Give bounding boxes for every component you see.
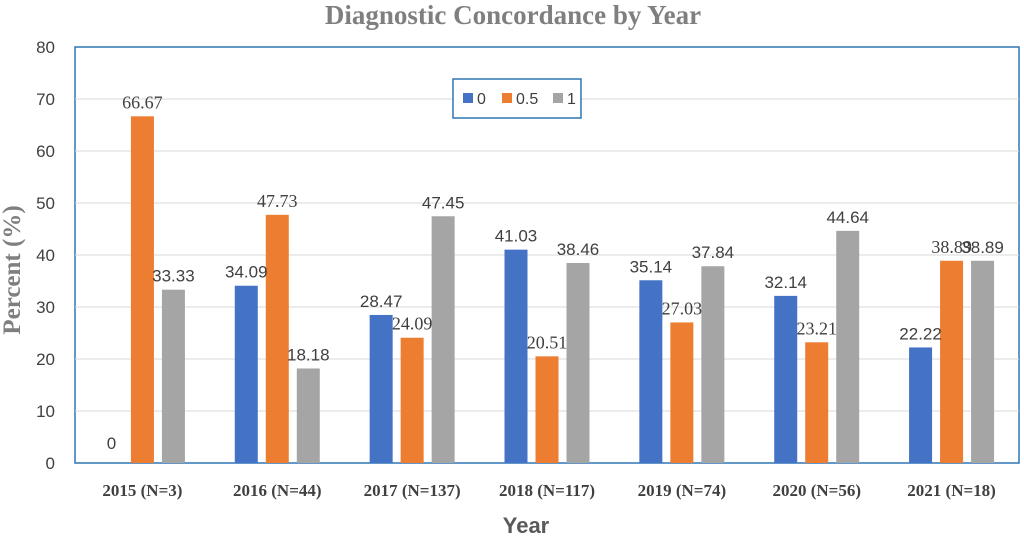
data-label: 37.84 [692, 243, 735, 262]
data-label: 38.89 [961, 238, 1004, 257]
y-tick-label: 20 [36, 350, 55, 369]
bar-series-1-4 [701, 266, 725, 463]
legend-entry: 0 [477, 91, 486, 108]
bar-series-1-0 [161, 289, 185, 463]
bar-series-0-2 [369, 314, 393, 463]
bar-series-0-5 [774, 295, 798, 463]
bar-series-0.5-3 [535, 356, 559, 463]
bar-series-1-5 [836, 230, 860, 463]
bar-series-0-1 [234, 285, 258, 463]
y-tick-label: 0 [46, 454, 55, 473]
gridlines [75, 98, 1019, 412]
bars [130, 116, 995, 463]
x-tick-label: 2015 (N=3) [102, 481, 182, 500]
bar-series-0-3 [504, 249, 528, 463]
bar-series-0.5-4 [670, 322, 694, 463]
data-label: 32.14 [764, 273, 807, 292]
bar-series-0-4 [639, 280, 663, 463]
bar-series-1-6 [971, 260, 995, 463]
data-label: 41.03 [495, 227, 538, 246]
x-tick-label: 2017 (N=137) [364, 481, 461, 500]
y-tick-label: 30 [36, 298, 55, 317]
data-label: 47.45 [422, 193, 465, 212]
data-label: 28.47 [360, 292, 403, 311]
legend-entry: 0.5 [516, 91, 538, 108]
bar-series-0.5-0 [130, 116, 154, 463]
data-label: 18.18 [287, 345, 330, 364]
data-label: 0 [107, 434, 116, 453]
x-tick-label: 2016 (N=44) [233, 481, 322, 500]
data-label: 34.09 [225, 263, 268, 282]
data-label: 27.03 [662, 298, 703, 318]
data-labels: 0 66.67 33.33 34.09 47.73 18.18 28.47 24.09 47.4… [107, 92, 1004, 453]
y-tick-label: 50 [36, 194, 55, 213]
y-tick-label: 80 [36, 38, 55, 57]
data-label: 47.73 [257, 191, 298, 211]
data-label: 33.33 [152, 267, 195, 286]
x-tick-label: 2020 (N=56) [772, 481, 861, 500]
bar-series-1-3 [566, 263, 590, 463]
data-label: 44.64 [826, 208, 869, 227]
bar-series-0.5-1 [265, 214, 289, 463]
data-label: 38.46 [557, 240, 600, 259]
x-tick-label: 2021 (N=18) [907, 481, 996, 500]
y-axis-label: Percent (%) [0, 205, 26, 334]
bar-series-1-2 [431, 216, 455, 463]
x-tick-label: 2019 (N=74) [638, 481, 727, 500]
data-label: 23.21 [796, 318, 837, 338]
x-axis-label: Year [503, 513, 550, 538]
legend-swatch [463, 93, 473, 103]
data-label: 38.89 [931, 237, 972, 257]
data-label: 66.67 [122, 92, 163, 112]
data-label: 24.09 [392, 314, 433, 334]
y-tick-label: 60 [36, 142, 55, 161]
bar-series-0.5-6 [940, 260, 964, 463]
bar-series-0.5-5 [805, 342, 829, 463]
y-tick-label: 10 [36, 402, 55, 421]
x-tick-label: 2018 (N=117) [499, 481, 595, 500]
x-axis-ticks: 2015 (N=3) 2016 (N=44) 2017 (N=137) 2018 (N… [102, 481, 995, 500]
bar-series-0.5-2 [400, 337, 424, 463]
bar-series-0-6 [909, 347, 933, 463]
legend-swatch [502, 93, 512, 103]
y-tick-label: 70 [36, 90, 55, 109]
y-tick-label: 40 [36, 246, 55, 265]
bar-series-1-1 [296, 368, 320, 463]
data-label: 20.51 [527, 332, 568, 352]
data-label: 35.14 [630, 257, 673, 276]
data-label: 22.22 [899, 324, 942, 343]
chart-title: Diagnostic Concordance by Year [325, 0, 701, 30]
legend: 0 0.5 1 [452, 78, 582, 119]
legend-entry: 1 [567, 91, 576, 108]
y-axis-ticks: 0 10 20 30 40 50 60 70 80 [36, 38, 55, 473]
legend-swatch [553, 93, 563, 103]
